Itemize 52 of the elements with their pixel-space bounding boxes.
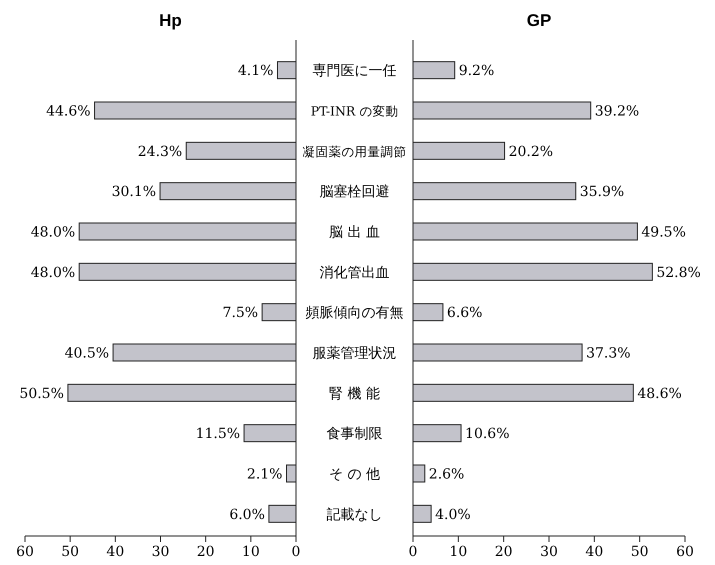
x-tick-label: 40 — [106, 544, 124, 560]
data-label: 35.9% — [580, 184, 624, 200]
data-label: 40.5% — [64, 346, 110, 362]
data-label: 37.3% — [586, 346, 631, 362]
x-tick-label: 10 — [242, 544, 260, 560]
y-tick-label: 腎 機 能 — [329, 386, 380, 402]
data-label: 44.6% — [46, 104, 91, 120]
data-label: 39.2% — [594, 104, 640, 120]
x-tick-label: 20 — [494, 544, 513, 560]
x-tick-label: 50 — [61, 544, 80, 560]
x-tick-label: 60 — [16, 544, 34, 560]
x-tick-label: 20 — [196, 544, 215, 560]
data-label: 2.1% — [246, 466, 283, 482]
data-label: 50.5% — [19, 386, 64, 402]
x-tick-label: 50 — [630, 544, 649, 560]
y-tick-label: PT-INR の変動 — [310, 104, 398, 118]
y-tick-label: 消化管出血 — [320, 264, 390, 281]
y-tick-label: 専門医に一任 — [312, 63, 396, 80]
data-label: 9.2% — [458, 63, 494, 80]
data-label: 24.3% — [138, 144, 182, 160]
x-tick-label: 30 — [152, 544, 170, 560]
data-label: 6.6% — [446, 305, 482, 322]
data-label: 48.6% — [637, 386, 682, 402]
x-tick-label: 40 — [585, 544, 604, 560]
data-label: 10.6% — [465, 426, 510, 442]
chart-title: Hp — [159, 11, 182, 30]
y-tick-label: 頻脈傾向の有無 — [306, 305, 404, 322]
y-tick-label: そ の 他 — [329, 466, 380, 482]
x-tick-label: 30 — [540, 544, 558, 560]
x-tick-label: 0 — [292, 544, 300, 560]
data-label: 52.8% — [656, 264, 701, 281]
data-label: 30.1% — [112, 184, 156, 200]
x-tick-label: 60 — [676, 544, 694, 560]
data-label: 48.0% — [30, 224, 76, 240]
y-tick-label: 記載なし — [326, 506, 382, 523]
data-label: 2.6% — [428, 466, 464, 482]
y-tick-label: 服薬管理状況 — [312, 346, 396, 362]
x-tick-label: 0 — [408, 544, 418, 560]
y-tick-label: 脳 出 血 — [329, 224, 380, 240]
data-label: 11.5% — [196, 426, 240, 442]
data-label: 4.0% — [435, 506, 471, 523]
data-label: 7.5% — [222, 305, 258, 322]
data-label: 48.0% — [30, 264, 76, 281]
chart-title: GP — [526, 11, 552, 30]
data-label: 6.0% — [229, 506, 265, 523]
x-tick-label: 10 — [449, 544, 468, 560]
y-tick-label: 食事制限 — [326, 426, 382, 442]
data-label: 4.1% — [238, 63, 274, 80]
y-tick-label: 凝固薬の用量調節 — [302, 144, 406, 159]
y-tick-label: 脳塞栓回避 — [320, 184, 390, 200]
data-label: 20.2% — [508, 144, 554, 160]
data-label: 49.5% — [641, 224, 686, 240]
